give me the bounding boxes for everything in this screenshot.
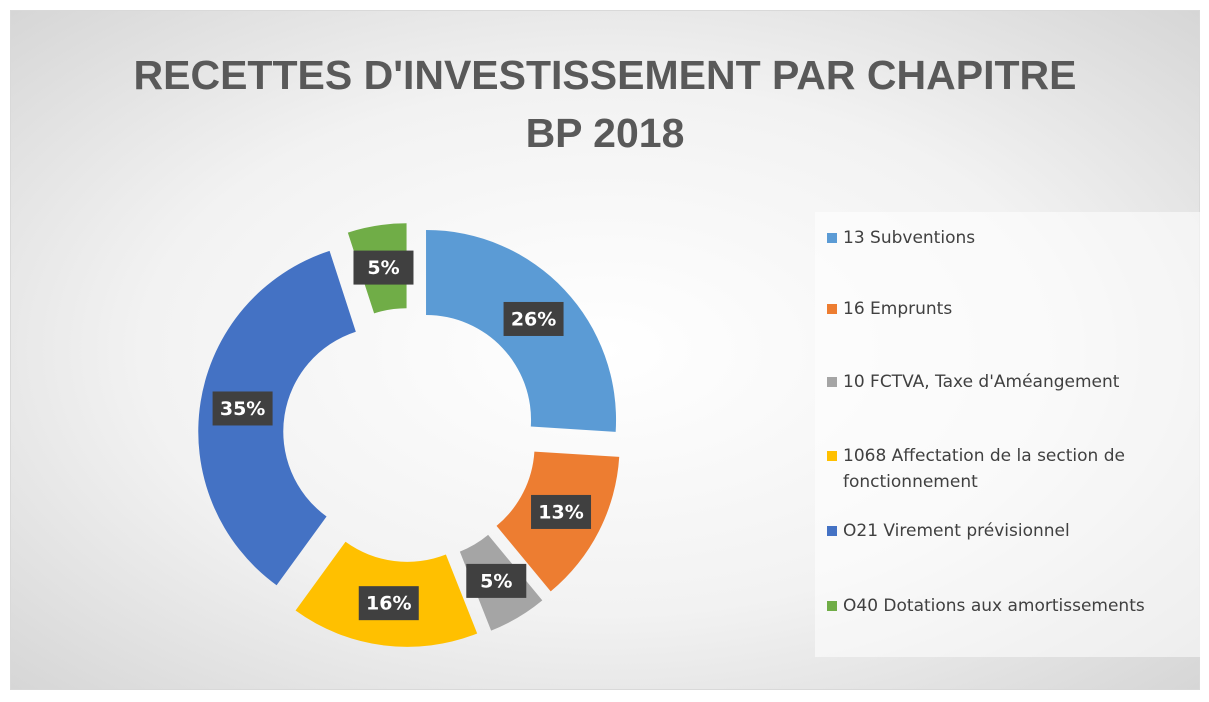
legend-item: 16 Emprunts [827, 296, 1203, 322]
legend-swatch [827, 377, 837, 387]
data-label: 13% [538, 501, 583, 523]
legend: 13 Subventions 16 Emprunts 10 FCTVA, Taxe … [815, 212, 1203, 657]
label-box [358, 586, 419, 621]
label-box [212, 391, 273, 426]
legend-swatch [827, 233, 837, 243]
legend-swatch [827, 601, 837, 611]
data-label: 5% [367, 257, 399, 279]
label-box [503, 301, 564, 336]
chart-title: RECETTES D'INVESTISSEMENT PAR CHAPITRE B… [133, 52, 1077, 156]
legend-label: 10 FCTVA, Taxe d'Améangement [843, 372, 1120, 392]
legend-item: O21 Virement prévisionnel [827, 518, 1203, 544]
legend-swatch [827, 304, 837, 314]
data-label: 5% [480, 570, 512, 592]
legend-label: 16 Emprunts [843, 299, 953, 319]
legend-item: O40 Dotations aux amortissements [827, 593, 1203, 619]
data-label: 26% [511, 308, 556, 330]
label-box [466, 563, 527, 598]
legend-label: 1068 Affectation de la section de foncti… [843, 446, 1125, 492]
legend-item: 10 FCTVA, Taxe d'Améangement [827, 369, 1203, 395]
data-label: 35% [220, 398, 265, 420]
legend-swatch [827, 526, 837, 536]
donut-segment [198, 250, 356, 586]
legend-item: 1068 Affectation de la section de foncti… [827, 443, 1203, 495]
legend-swatch [827, 451, 837, 461]
legend-label: O40 Dotations aux amortissements [843, 596, 1145, 616]
legend-item: 13 Subventions [827, 225, 1203, 251]
legend-label: O21 Virement prévisionnel [843, 521, 1070, 541]
label-box [531, 494, 592, 529]
label-box [353, 250, 414, 285]
legend-label: 13 Subventions [843, 228, 976, 248]
data-label: 16% [366, 593, 411, 615]
